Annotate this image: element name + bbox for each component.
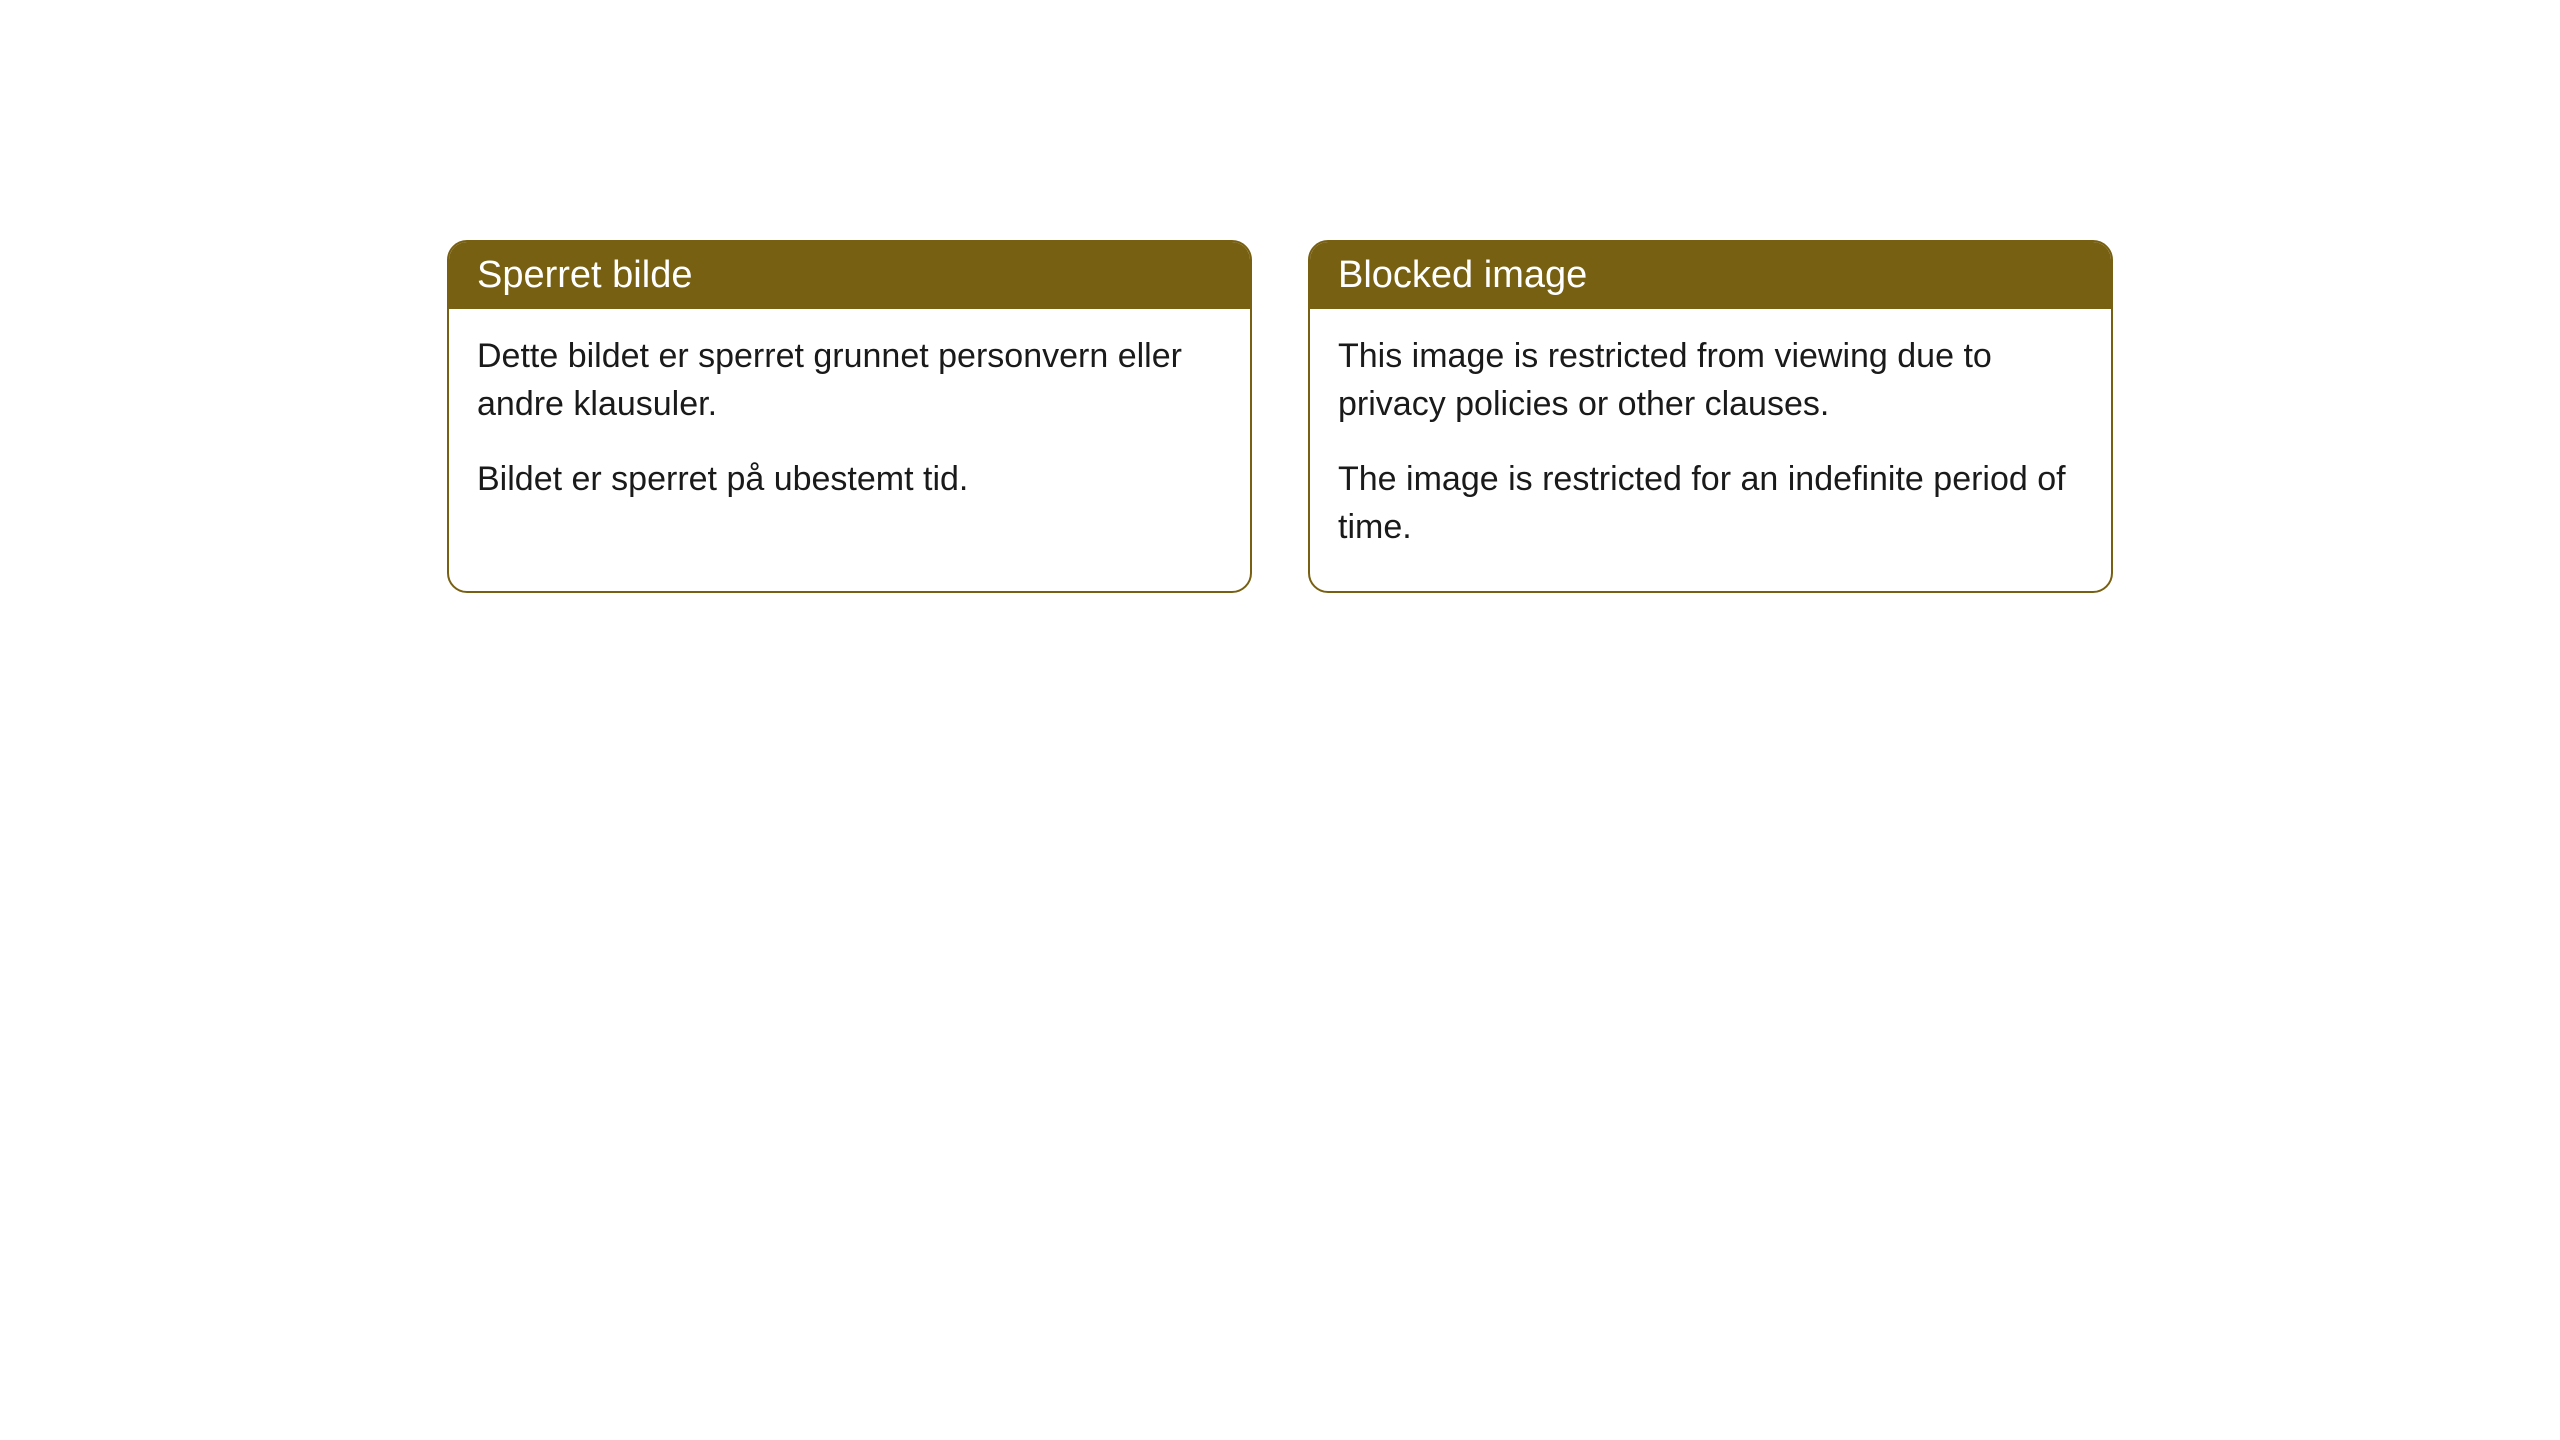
card-paragraph: The image is restricted for an indefinit… xyxy=(1338,456,2083,551)
card-header: Blocked image xyxy=(1310,242,2111,309)
card-paragraph: Bildet er sperret på ubestemt tid. xyxy=(477,456,1222,504)
card-title: Sperret bilde xyxy=(477,254,692,296)
card-header: Sperret bilde xyxy=(449,242,1250,309)
card-paragraph: This image is restricted from viewing du… xyxy=(1338,333,2083,428)
notice-card-english: Blocked image This image is restricted f… xyxy=(1308,240,2113,593)
card-body: Dette bildet er sperret grunnet personve… xyxy=(449,309,1250,544)
card-title: Blocked image xyxy=(1338,254,1587,296)
notice-card-container: Sperret bilde Dette bildet er sperret gr… xyxy=(447,240,2113,593)
notice-card-norwegian: Sperret bilde Dette bildet er sperret gr… xyxy=(447,240,1252,593)
card-body: This image is restricted from viewing du… xyxy=(1310,309,2111,591)
card-paragraph: Dette bildet er sperret grunnet personve… xyxy=(477,333,1222,428)
